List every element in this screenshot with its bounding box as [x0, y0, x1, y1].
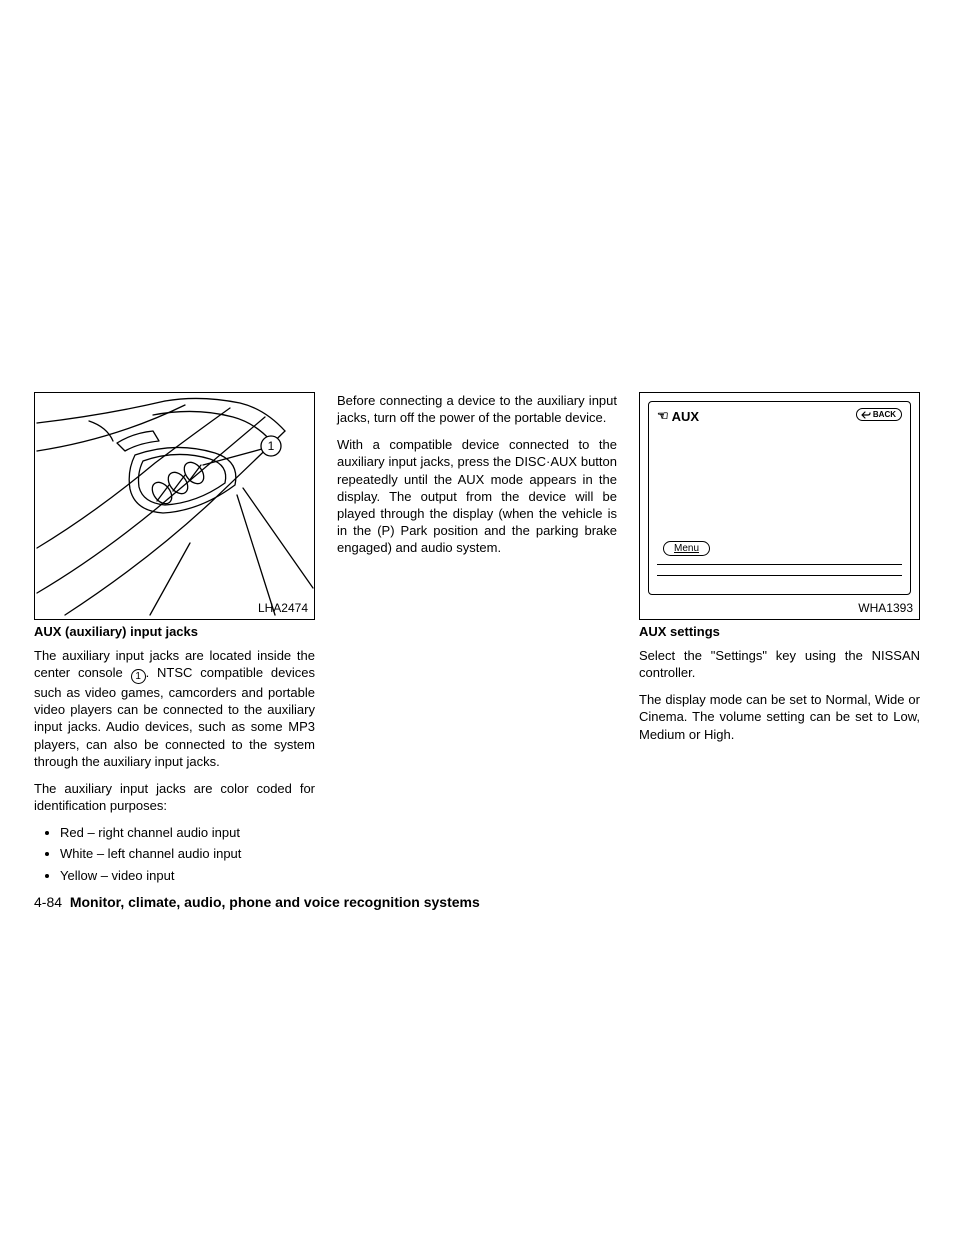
- list-item: White – left channel audio input: [60, 845, 315, 862]
- heading-aux-jacks: AUX (auxiliary) input jacks: [34, 624, 315, 639]
- figure-console: 1 LHA2474: [34, 392, 315, 620]
- screen-frame: ☞ AUX BACK Menu: [648, 401, 911, 595]
- screen-bottom-bar: [657, 564, 902, 576]
- screen-title-row: ☞ AUX: [657, 408, 699, 424]
- jack-color-list: Red – right channel audio input White – …: [34, 824, 315, 883]
- circled-1-icon: 1: [131, 669, 146, 684]
- figure-code-1: LHA2474: [258, 601, 308, 615]
- column-right: ☞ AUX BACK Menu WHA1393 AUX settings Sel…: [639, 392, 920, 890]
- para-display-mode: The display mode can be set to Normal, W…: [639, 691, 920, 742]
- screen-title: AUX: [672, 409, 699, 424]
- back-label: BACK: [873, 410, 896, 419]
- section-title: Monitor, climate, audio, phone and voice…: [70, 894, 480, 910]
- back-arrow-icon: [861, 411, 871, 419]
- para-jacks-intro-b: . NTSC compatible devices such as video …: [34, 665, 315, 769]
- hand-icon: ☞: [657, 408, 669, 424]
- para-jacks-intro: The auxiliary input jacks are located in…: [34, 647, 315, 770]
- console-line-art: 1: [35, 393, 316, 621]
- column-middle: Before connecting a device to the auxili…: [337, 392, 617, 890]
- page-footer: 4-84 Monitor, climate, audio, phone and …: [34, 894, 920, 910]
- para-select-settings: Select the "Settings" key using the NISS…: [639, 647, 920, 681]
- figure-code-2: WHA1393: [858, 601, 913, 615]
- column-left: 1 LHA2474 AUX (auxiliary) input jacks Th…: [34, 392, 315, 890]
- para-before-connecting: Before connecting a device to the auxili…: [337, 392, 617, 426]
- list-item: Yellow – video input: [60, 867, 315, 884]
- menu-button: Menu: [663, 541, 710, 556]
- figure-aux-screen: ☞ AUX BACK Menu WHA1393: [639, 392, 920, 620]
- page-number: 4-84: [34, 894, 62, 910]
- list-item: Red – right channel audio input: [60, 824, 315, 841]
- para-compatible-device: With a compatible device connected to th…: [337, 436, 617, 556]
- para-color-coded: The auxiliary input jacks are color code…: [34, 780, 315, 814]
- heading-aux-settings: AUX settings: [639, 624, 920, 639]
- callout-number: 1: [268, 439, 275, 453]
- back-button: BACK: [856, 408, 902, 421]
